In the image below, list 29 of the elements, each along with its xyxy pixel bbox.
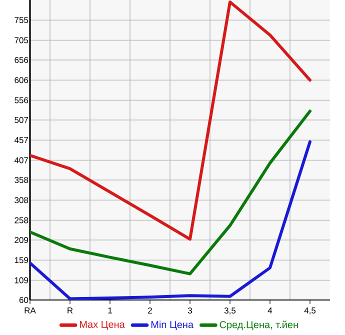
y-tick-label: 457	[14, 137, 28, 144]
x-tick-label: R	[68, 308, 73, 314]
x-tick-label: 3,5	[224, 308, 236, 315]
y-tick-label: 507	[14, 117, 28, 124]
x-tick-label: 4	[268, 308, 272, 314]
y-tick-label: 60	[19, 297, 28, 304]
y-tick-label: 209	[14, 237, 28, 244]
x-tick-label: 2	[148, 308, 152, 314]
y-tick-label: 606	[14, 77, 28, 84]
line-series	[30, 0, 312, 241]
line-series	[30, 140, 312, 300]
y-tick-label: 656	[14, 57, 28, 64]
y-tick-label: 109	[14, 277, 28, 284]
y-tick-label: 755	[14, 17, 28, 24]
x-tick-label: 3	[188, 308, 192, 314]
y-tick-label: 358	[14, 177, 28, 184]
y-tick-label: 556	[14, 97, 28, 104]
legend-label: Max Цена	[80, 320, 125, 330]
y-tick-label: 159	[14, 257, 28, 264]
legend-label: Сред.Цена, т.йен	[220, 320, 298, 330]
y-tick-label: 308	[14, 197, 28, 204]
x-tick-label: 4,5	[304, 308, 316, 314]
line-series	[30, 110, 312, 276]
y-tick-label: 258	[14, 217, 28, 224]
x-tick-label: 1	[108, 308, 112, 314]
y-tick-label: 705	[14, 37, 28, 44]
y-tick-label: 407	[14, 157, 28, 164]
x-tick-label: RA	[24, 308, 36, 314]
legend-label: Min Цена	[151, 320, 194, 330]
